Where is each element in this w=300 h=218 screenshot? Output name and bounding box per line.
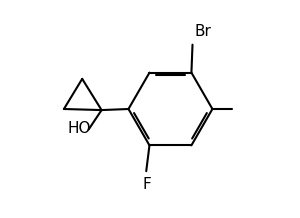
Text: HO: HO: [67, 121, 91, 136]
Text: Br: Br: [195, 24, 212, 39]
Text: F: F: [143, 177, 152, 192]
